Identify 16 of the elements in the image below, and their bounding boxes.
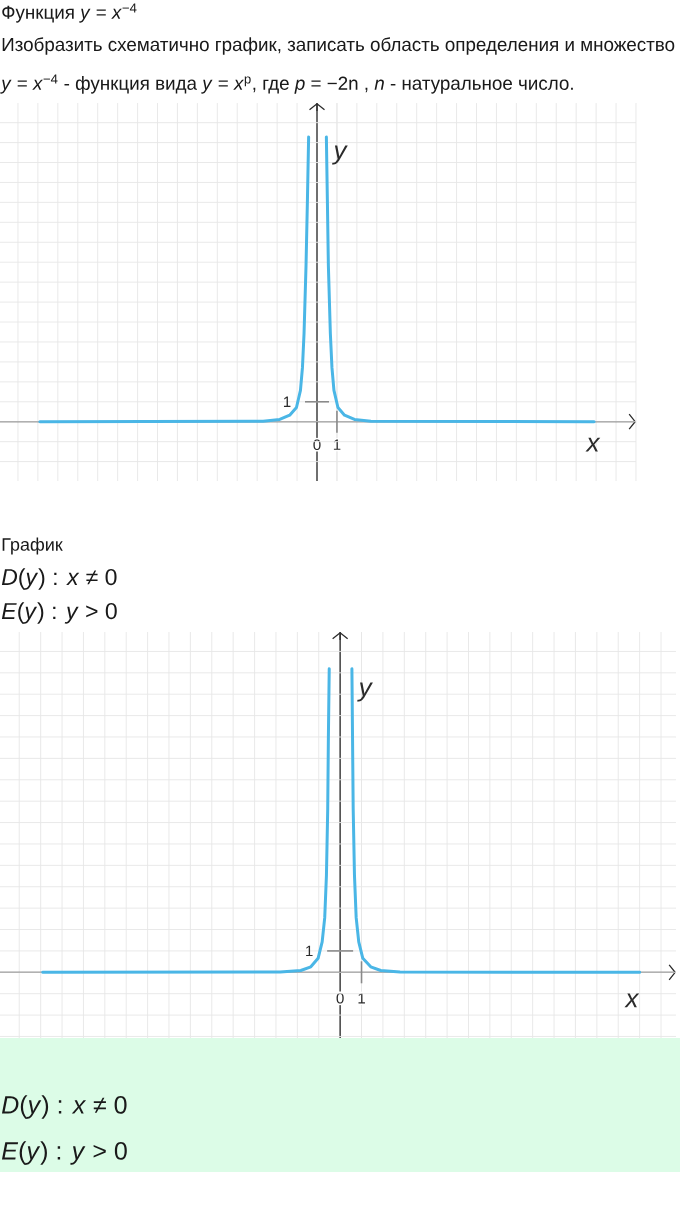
- text: E(y) : y > 0: [1, 1141, 127, 1165]
- y-axis-title: y: [357, 682, 373, 702]
- annotation: 1: [306, 945, 313, 957]
- chart-title: Функция y = x$^{−4}$: [2, 3, 137, 23]
- x-axis-title: x: [624, 993, 640, 1008]
- text: y = x$^{−4}$ - функция вида y = x$^{p}$, где p = −2n , n - натуральное число.: [0, 74, 573, 94]
- x-tick-label: 0: [313, 439, 321, 451]
- x-tick-label: 0: [336, 992, 344, 1004]
- chart-subtitle: Изобразить схематично график, записать область определения и множество: [2, 37, 675, 55]
- text: D(y) : x ≠ 0: [1, 1095, 127, 1119]
- text: E(y) : y > 0: [1, 602, 117, 624]
- chart-title: График: [2, 537, 63, 555]
- x-axis-title: x: [585, 437, 601, 452]
- annotation: 1: [283, 396, 291, 407]
- text: D(y) : x ≠ 0: [1, 568, 117, 590]
- y-axis-title: y: [332, 145, 348, 165]
